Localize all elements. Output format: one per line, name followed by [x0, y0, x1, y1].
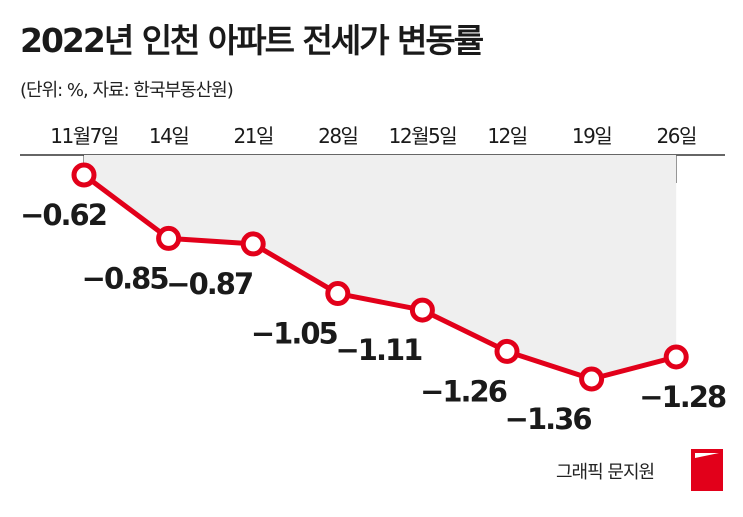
publisher-logo-icon [691, 449, 723, 491]
x-tick-label: 14일 [149, 124, 188, 148]
data-label: −0.87 [166, 267, 252, 301]
x-tick-label: 12일 [487, 124, 526, 148]
data-label: −0.62 [20, 198, 106, 232]
x-tick-label: 11월7일 [50, 124, 118, 148]
data-label: −1.28 [639, 380, 726, 414]
data-point-marker [156, 225, 182, 251]
series-line [82, 172, 677, 382]
x-tick-label: 28일 [318, 124, 357, 148]
x-tick-label: 26일 [657, 124, 696, 148]
data-point-marker [494, 338, 520, 364]
data-label: −1.26 [420, 374, 507, 408]
area-fill [84, 155, 677, 379]
graphic-credit: 그래픽 문지원 [556, 462, 655, 483]
data-point-marker [663, 344, 689, 370]
data-label: −1.05 [251, 317, 338, 351]
chart-title: 2022년 인천 아파트 전세가 변동률 [20, 21, 484, 60]
data-label: −1.11 [335, 333, 422, 367]
data-point-marker [409, 297, 435, 323]
data-point-marker [325, 281, 351, 307]
data-point-marker [579, 366, 605, 392]
data-point-marker [71, 162, 97, 188]
x-tick-label: 12월5일 [389, 124, 457, 148]
data-point-marker [240, 231, 266, 257]
x-tick-label: 19일 [572, 124, 611, 148]
chart-subtitle: (단위: %, 자료: 한국부동산원) [20, 80, 234, 101]
x-tick-label: 21일 [234, 124, 273, 148]
data-label: −0.85 [82, 261, 169, 295]
plot-area: −0.62 −0.85−0.87 −1.05−1.11 −1.26−1.36 −1.28 [20, 155, 728, 436]
data-label: −1.36 [505, 402, 592, 436]
